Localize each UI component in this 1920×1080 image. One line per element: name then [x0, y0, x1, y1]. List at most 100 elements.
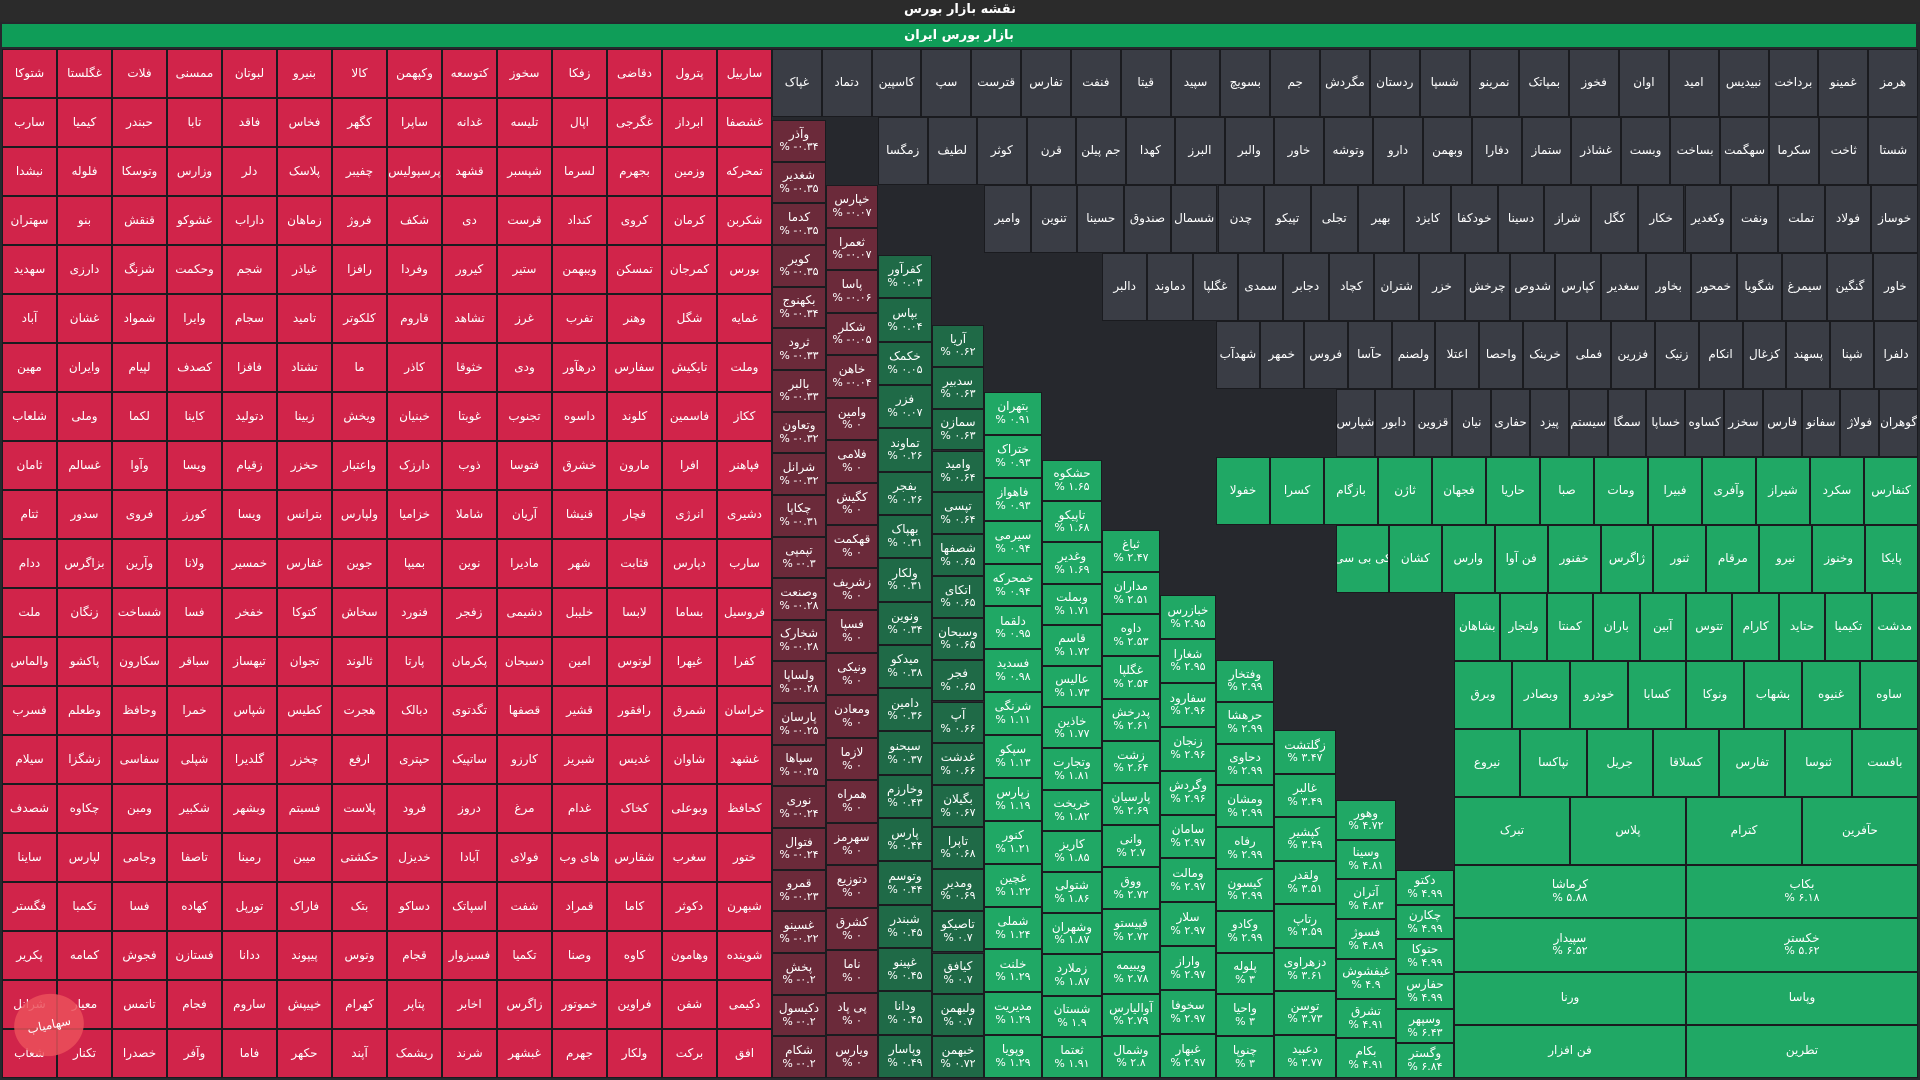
stock-tile[interactable]: برداخت	[1768, 49, 1819, 117]
stock-tile[interactable]: کسلاقا	[1652, 729, 1720, 797]
stock-tile[interactable]: لبوتان	[222, 49, 277, 98]
stock-tile[interactable]: گوهران	[1879, 389, 1918, 457]
stock-tile[interactable]: سیلام	[2, 735, 57, 784]
stock-tile[interactable]: وحافظ	[112, 686, 167, 735]
stock-tile[interactable]: بساما	[662, 588, 717, 637]
stock-tile[interactable]: حرهشا% ۲.۹۹	[1216, 701, 1274, 744]
stock-tile[interactable]: سفارود% ۲.۹۶	[1160, 682, 1216, 727]
stock-tile[interactable]: دقاضی	[607, 49, 662, 98]
stock-tile[interactable]: فروی	[112, 490, 167, 539]
stock-tile[interactable]: آتران% ۴.۸۳	[1336, 879, 1396, 920]
stock-tile[interactable]: پارس% ۰.۴۴	[878, 818, 932, 862]
stock-tile[interactable]: تفارس	[1719, 729, 1786, 797]
stock-tile[interactable]: پیزد	[1530, 389, 1569, 457]
stock-tile[interactable]: وتوسکا	[112, 147, 167, 196]
stock-tile[interactable]: خفنور	[1547, 525, 1601, 593]
stock-tile[interactable]: فرود	[387, 784, 442, 833]
stock-tile[interactable]: غالبر% ۳.۴۹	[1274, 773, 1336, 817]
stock-tile[interactable]: تاپرا% ۰.۶۸	[932, 827, 984, 869]
stock-tile[interactable]: فجام	[167, 980, 222, 1029]
stock-tile[interactable]: تیهساز	[222, 637, 277, 686]
stock-tile[interactable]: وپاسار% ۰.۴۹	[878, 1034, 932, 1078]
stock-tile[interactable]: وزارس	[167, 147, 222, 196]
stock-tile[interactable]: تپیکو	[1264, 185, 1311, 253]
stock-tile[interactable]: زمگسا	[878, 117, 928, 185]
stock-tile[interactable]: وخارزم% ۰.۴۳	[878, 774, 932, 819]
stock-tile[interactable]: پکریر	[2, 931, 57, 980]
stock-tile[interactable]: سغدیر	[1600, 253, 1646, 321]
stock-tile[interactable]: ومات	[1594, 457, 1648, 525]
stock-tile[interactable]: مهین	[2, 343, 57, 392]
stock-tile[interactable]: ریشمک	[387, 1029, 442, 1078]
stock-tile[interactable]: اپال	[552, 98, 607, 147]
stock-tile[interactable]: انکام	[1698, 321, 1743, 389]
stock-tile[interactable]: فروس	[1303, 321, 1348, 389]
stock-tile[interactable]: چنوپا% ۳	[1216, 1036, 1274, 1078]
stock-tile[interactable]: رافزا	[332, 245, 387, 294]
stock-tile[interactable]: کمامه	[57, 931, 112, 980]
stock-tile[interactable]: پیپوند	[277, 931, 332, 980]
stock-tile[interactable]: فارس	[1762, 389, 1802, 457]
stock-tile[interactable]: کاما	[607, 882, 662, 931]
stock-tile[interactable]: شکف	[387, 196, 442, 245]
stock-tile[interactable]: وتوشه	[1323, 117, 1374, 185]
stock-tile[interactable]: چرخش	[1464, 253, 1510, 321]
stock-tile[interactable]: وپاسا	[1686, 971, 1918, 1025]
stock-tile[interactable]: غنیوه	[1802, 661, 1860, 729]
stock-tile[interactable]: وآفری	[1702, 457, 1756, 525]
stock-tile[interactable]: غدانه	[442, 98, 497, 147]
stock-tile[interactable]: خمسیر	[222, 539, 277, 588]
stock-tile[interactable]: زنگان	[57, 588, 112, 637]
stock-tile[interactable]: دکتو% ۴.۹۹	[1396, 870, 1454, 905]
stock-tile[interactable]: شپلی	[167, 735, 222, 784]
stock-tile[interactable]: دروز	[442, 784, 497, 833]
stock-tile[interactable]: پارسان% -۰.۲۵	[772, 703, 826, 745]
stock-tile[interactable]: خلیبل	[552, 588, 607, 637]
stock-tile[interactable]: لکما	[112, 392, 167, 441]
stock-tile[interactable]: کمنتا	[1546, 593, 1594, 661]
stock-tile[interactable]: سغرب	[662, 833, 717, 882]
stock-tile[interactable]: تتوس	[1686, 593, 1733, 661]
stock-tile[interactable]: وبست	[1620, 117, 1671, 185]
stock-tile[interactable]: جم پیلن	[1076, 117, 1126, 185]
stock-tile[interactable]: ساربیل	[717, 49, 772, 98]
stock-tile[interactable]: کنور% ۱.۲۱	[984, 820, 1042, 864]
stock-tile[interactable]: فتوال% -۰.۲۴	[772, 828, 826, 870]
stock-tile[interactable]: تطرین	[1686, 1024, 1918, 1078]
stock-tile[interactable]: فجوش	[112, 931, 167, 980]
stock-tile[interactable]: خکستر% ۵.۶۲	[1686, 918, 1918, 972]
stock-tile[interactable]: غپاک	[772, 49, 822, 117]
stock-tile[interactable]: ودانا% ۰.۴۵	[878, 991, 932, 1035]
stock-tile[interactable]: شتولی% ۱.۸۶	[1042, 872, 1102, 914]
stock-tile[interactable]: کفرا	[717, 637, 772, 686]
stock-tile[interactable]: کشان	[1388, 525, 1442, 593]
stock-tile[interactable]: ونوین% ۰.۳۴	[878, 601, 932, 645]
stock-tile[interactable]: کهرام	[332, 980, 387, 1029]
stock-tile[interactable]: پترول	[662, 49, 717, 98]
stock-tile[interactable]: سارب	[2, 98, 57, 147]
stock-tile[interactable]: خساپا	[1646, 389, 1686, 457]
stock-tile[interactable]: دی	[442, 196, 497, 245]
stock-tile[interactable]: غسینو% -۰.۲۲	[772, 911, 826, 954]
stock-tile[interactable]: ساینا	[2, 833, 57, 882]
stock-tile[interactable]: فروسیل	[717, 588, 772, 637]
stock-tile[interactable]: زملارد% ۱.۸۷	[1042, 954, 1102, 996]
stock-tile[interactable]: داوه% ۲.۵۳	[1102, 614, 1160, 657]
stock-tile[interactable]: دلقما% ۰.۹۵	[984, 606, 1042, 650]
stock-tile[interactable]: ناما% ۰	[826, 950, 878, 993]
stock-tile[interactable]: شملی% ۱.۲۴	[984, 906, 1042, 950]
stock-tile[interactable]: شکبیر	[167, 784, 222, 833]
stock-tile[interactable]: وفتخار% ۲.۹۹	[1216, 660, 1274, 702]
stock-tile[interactable]: حفاری	[1491, 389, 1530, 457]
stock-tile[interactable]: وزمین	[662, 147, 717, 196]
stock-tile[interactable]: شکلر% -۰.۰۵	[826, 312, 878, 356]
stock-tile[interactable]: آباد	[2, 294, 57, 343]
stock-tile[interactable]: دلر	[222, 147, 277, 196]
stock-tile[interactable]: میبن	[277, 833, 332, 882]
stock-tile[interactable]: قمراد	[552, 882, 607, 931]
stock-tile[interactable]: افق	[717, 1029, 772, 1078]
stock-tile[interactable]: فسا	[167, 588, 222, 637]
stock-tile[interactable]: حآسا	[1347, 321, 1392, 389]
stock-tile[interactable]: تمسکن	[607, 245, 662, 294]
stock-tile[interactable]: ویخش	[332, 392, 387, 441]
